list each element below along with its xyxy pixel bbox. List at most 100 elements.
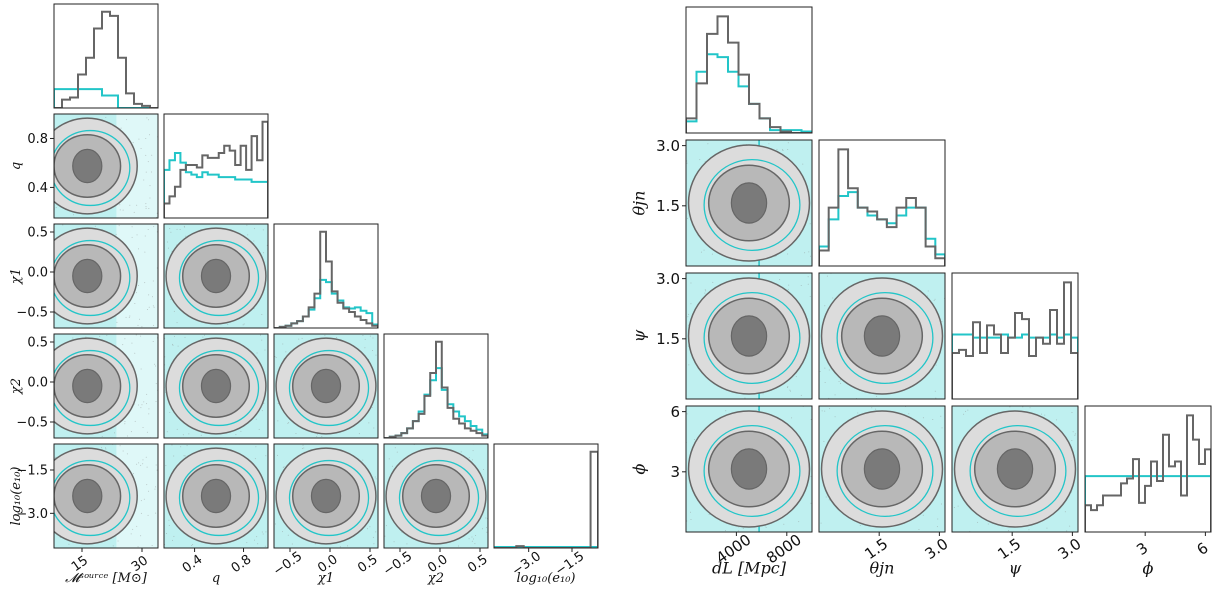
x-tick-label: 0.4 <box>180 552 206 576</box>
panel-q-vs-q <box>163 113 269 219</box>
prior-contour <box>836 424 934 518</box>
y-tick-label: 0.5 <box>27 226 48 241</box>
posterior-histogram <box>164 120 268 218</box>
y-tick-label: −3.0 <box>16 507 48 522</box>
panel-frame <box>1084 405 1212 533</box>
y-tick-label: 3 <box>670 463 680 481</box>
panel-frame <box>685 272 813 400</box>
x-axis-label-chi1: χ1 <box>317 571 334 586</box>
y-tick-label: 3.0 <box>656 270 680 288</box>
panel-log10_e10-vs-chi1: −0.5 0.0 0.5 <box>271 443 381 579</box>
panel-frame <box>53 223 159 329</box>
panel-chi2-vs-chi2 <box>383 333 489 439</box>
panel-log10_e10-vs-q: 0.4 0.8 <box>163 443 269 576</box>
y-tick-label: 1.5 <box>656 197 680 215</box>
prior-histogram <box>54 88 158 108</box>
x-axis-label-chirp_mass_source: 𝓜ˢᵒᵘʳᶜᵉ [M⊙] <box>65 571 148 586</box>
y-axis-label-theta_jn: θjn <box>629 191 648 216</box>
x-axis-label-phi: ϕ <box>1143 559 1154 578</box>
panel-frame <box>53 113 159 219</box>
prior-contour <box>54 349 131 427</box>
panel-frame <box>273 223 379 329</box>
prior-contour <box>703 291 801 385</box>
posterior-contour-inner <box>420 478 452 514</box>
panel-chirp_mass_source-vs-chirp_mass_source <box>53 3 159 109</box>
prior-contour <box>703 424 801 518</box>
panel-theta_jn-vs-theta_jn <box>818 139 946 267</box>
posterior-contour-inner <box>730 315 768 357</box>
panel-frame <box>163 113 269 219</box>
prior-contour <box>836 291 934 385</box>
panel-frame <box>685 6 813 134</box>
y-tick-label: −0.5 <box>16 416 48 431</box>
posterior-contour-inner <box>310 368 342 404</box>
panel-frame <box>383 443 489 549</box>
panel-frame <box>53 443 159 549</box>
prior-contour <box>288 349 370 427</box>
panel-chi2-vs-chi1 <box>273 333 379 439</box>
posterior-contour-inner <box>200 368 232 404</box>
panel-frame <box>951 405 1079 533</box>
posterior-histogram <box>384 340 488 438</box>
prior-contour <box>54 459 131 537</box>
posterior-histogram <box>494 450 598 548</box>
y-axis-label-chi1: χ1 <box>9 268 24 285</box>
posterior-contour-inner <box>72 148 103 184</box>
panel-psi-vs-theta_jn <box>818 272 946 400</box>
y-tick-label: 3.0 <box>656 137 680 155</box>
posterior-contour-inner <box>200 258 232 294</box>
x-tick-label: 0.8 <box>229 552 255 576</box>
y-tick-label: −1.5 <box>16 464 48 479</box>
posterior-contour-inner <box>72 258 103 294</box>
prior-contour <box>178 349 260 427</box>
panel-chi1-vs-chi1 <box>273 223 379 329</box>
panel-chi1-vs-chirp_mass_source: −0.5 0.0 0.5 <box>16 223 159 329</box>
posterior-contour-inner <box>863 315 901 357</box>
posterior-contour-inner <box>730 448 768 490</box>
panel-frame <box>685 405 813 533</box>
x-tick-label: 3.0 <box>922 535 952 563</box>
y-tick-label: 6 <box>670 403 680 421</box>
y-tick-label: 0.4 <box>27 181 48 196</box>
x-tick-label: 3 <box>1133 539 1151 559</box>
posterior-histogram <box>274 230 378 328</box>
posterior-contour-inner <box>200 478 232 514</box>
prior-histogram <box>686 53 812 133</box>
panel-phi-vs-psi: 1.5 3.0 <box>951 405 1085 563</box>
y-tick-label: 1.5 <box>656 330 680 348</box>
y-axis-label-phi: ϕ <box>629 463 648 474</box>
x-tick-label: 6 <box>1193 539 1211 559</box>
y-axis-label-chi2: χ2 <box>9 378 24 395</box>
posterior-histogram <box>952 281 1078 399</box>
posterior-contour-inner <box>863 448 901 490</box>
panel-q-vs-chirp_mass_source: 0.4 0.8 <box>27 113 159 219</box>
x-axis-label-psi: ψ <box>1009 559 1022 578</box>
panel-frame <box>818 272 946 400</box>
panel-frame <box>273 333 379 439</box>
panel-chi2-vs-chirp_mass_source: −0.5 0.0 0.5 <box>16 333 159 439</box>
panel-frame <box>273 443 379 549</box>
prior-contour <box>178 459 260 537</box>
posterior-histogram <box>686 15 812 133</box>
posterior-contour-inner <box>310 478 342 514</box>
posterior-histogram <box>1085 414 1211 532</box>
panel-frame <box>163 223 269 329</box>
panel-frame <box>493 443 599 549</box>
y-axis-label-q: q <box>9 162 24 170</box>
x-axis-label-log10_e10: log₁₀(e₁₀) <box>517 571 576 586</box>
x-tick-label: 3.0 <box>1055 535 1085 563</box>
x-tick-label: −0.5 <box>381 549 415 579</box>
prior-histogram <box>1085 475 1211 532</box>
panel-psi-vs-psi <box>951 272 1079 400</box>
posterior-contour-inner <box>72 478 103 514</box>
panel-frame <box>685 139 813 267</box>
y-tick-label: 0.0 <box>27 376 48 391</box>
panel-frame <box>163 443 269 549</box>
posterior-contour-inner <box>72 368 103 404</box>
x-axis-label-q: q <box>212 571 220 586</box>
prior-contour <box>178 239 260 317</box>
posterior-histogram <box>54 10 158 108</box>
